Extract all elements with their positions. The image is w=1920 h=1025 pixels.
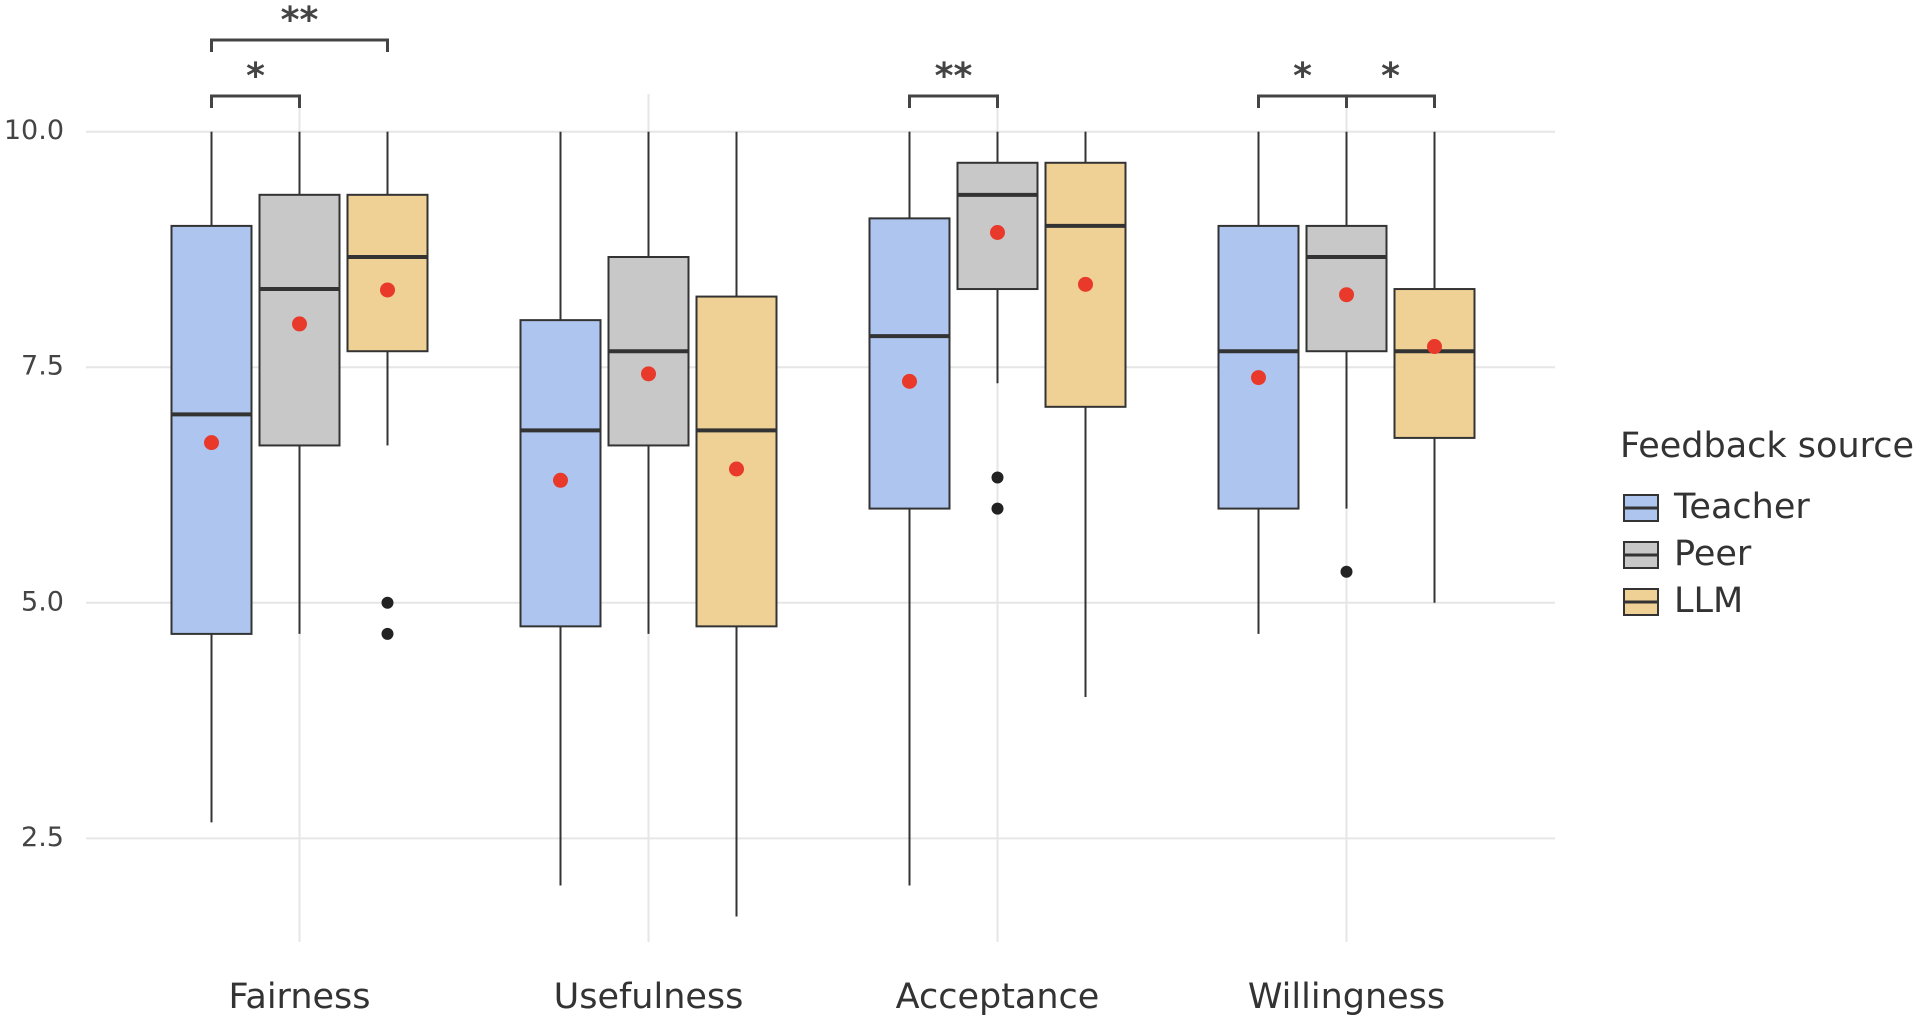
- x-tick-label: Acceptance: [896, 977, 1100, 1017]
- mean-point: [990, 225, 1005, 241]
- mean-point: [1251, 370, 1266, 386]
- legend-label: LLM: [1674, 581, 1743, 621]
- outlier: [1340, 565, 1353, 578]
- significance-bracket: [210, 38, 389, 52]
- mean-point: [553, 472, 568, 488]
- x-tick-label: Fairness: [228, 977, 370, 1017]
- box: [346, 193, 429, 353]
- box: [868, 217, 951, 510]
- outlier: [381, 627, 394, 640]
- legend-label: Teacher: [1673, 487, 1810, 527]
- significance-label: *: [1293, 56, 1312, 97]
- outlier: [381, 596, 394, 609]
- y-tick-label: 10.0: [4, 115, 64, 146]
- significance-bracket: [210, 94, 301, 108]
- mean-point: [380, 282, 395, 298]
- box: [1393, 288, 1476, 439]
- box: [258, 193, 341, 447]
- significance-bracket: [1257, 94, 1348, 108]
- x-tick-label: Willingness: [1248, 977, 1445, 1017]
- mean-point: [204, 435, 219, 451]
- significance-bracket: [1345, 94, 1436, 108]
- significance-label: *: [1381, 56, 1400, 97]
- y-tick-label: 5.0: [21, 586, 64, 617]
- mean-point: [1078, 276, 1093, 292]
- mean-point: [902, 373, 917, 389]
- mean-point: [729, 461, 744, 477]
- legend-title: Feedback source: [1620, 426, 1914, 466]
- outlier: [991, 471, 1004, 484]
- mean-point: [1427, 339, 1442, 355]
- mean-point: [641, 366, 656, 382]
- y-tick-label: 2.5: [21, 822, 64, 853]
- x-tick-label: Usefulness: [554, 977, 744, 1017]
- mean-point: [292, 316, 307, 332]
- significance-label: *: [246, 56, 265, 97]
- box: [170, 224, 253, 635]
- outlier: [991, 502, 1004, 515]
- significance-label: **: [281, 0, 319, 41]
- significance-bracket: [908, 94, 999, 108]
- mean-point: [1339, 287, 1354, 303]
- legend-label: Peer: [1674, 534, 1752, 574]
- box: [956, 161, 1039, 291]
- box: [1217, 224, 1300, 510]
- y-tick-label: 7.5: [21, 351, 64, 382]
- significance-label: **: [935, 56, 973, 97]
- box: [695, 295, 778, 628]
